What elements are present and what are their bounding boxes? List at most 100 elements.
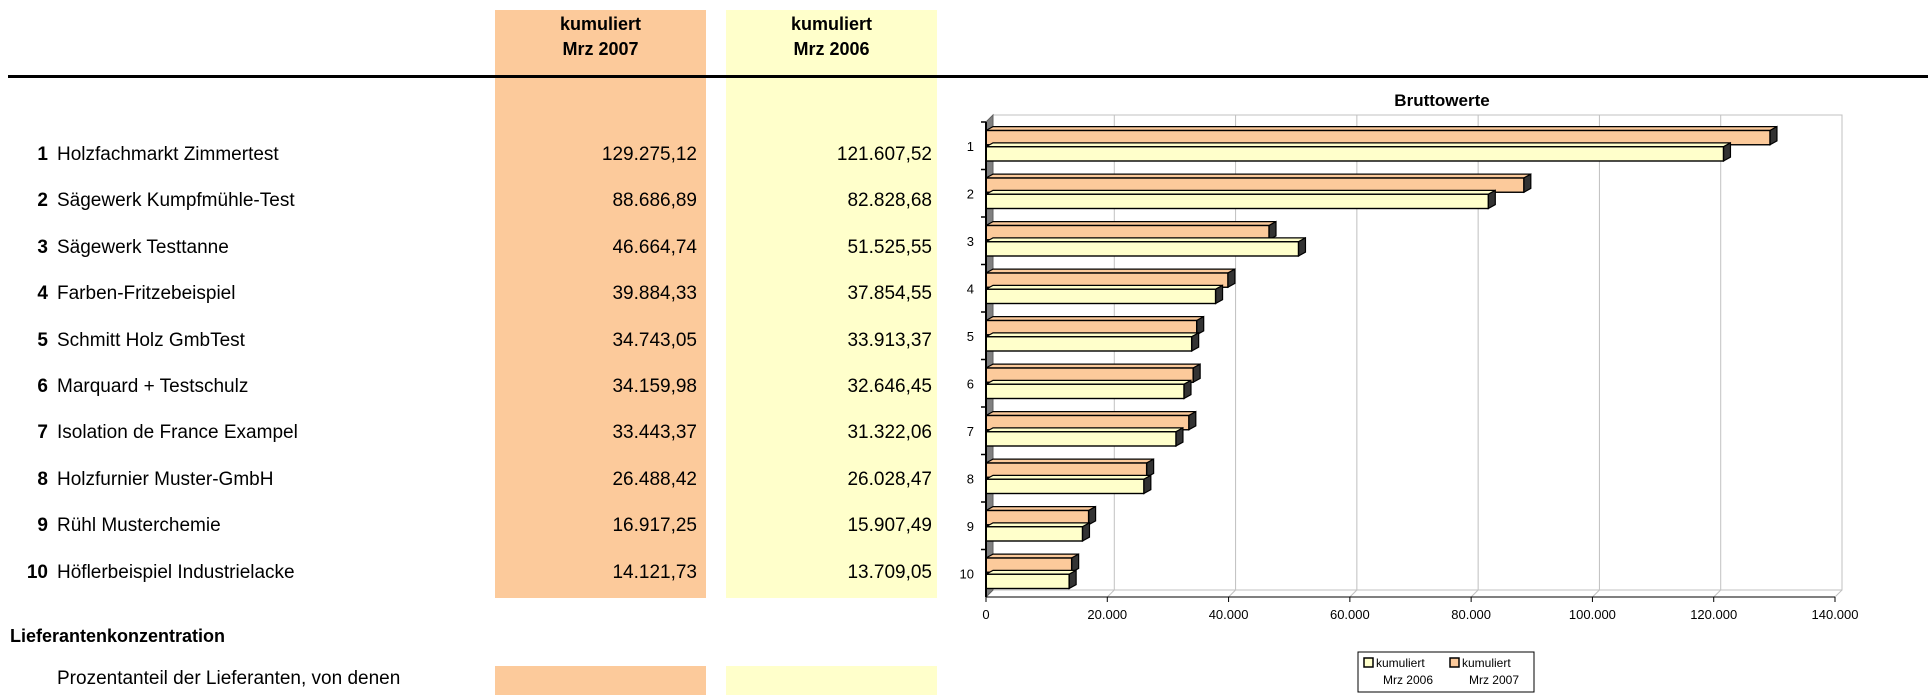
chart-gridline-floor (1592, 589, 1600, 598)
bar-front-face (985, 526, 1084, 542)
bruttowerte-chart: Bruttowerte 1 2 3 4 5 6 7 8 9 10 0 20.000 40.000 60.0… (960, 91, 1859, 693)
x-tick-label: 140.000 (1812, 607, 1859, 622)
row-value-2006: 51.525,55 (847, 237, 932, 258)
row-value-2006: 37.854,55 (847, 283, 932, 304)
bar-2006-1 (985, 141, 1732, 163)
row-value-2007: 39.884,33 (612, 283, 697, 304)
column-header-2007-line1: kumuliert (559, 14, 642, 34)
bar-2006-6 (985, 379, 1192, 400)
bar-2007-7 (985, 410, 1197, 431)
x-tick-label: 80.000 (1451, 607, 1491, 622)
row-rank: 4 (37, 283, 48, 304)
bar-2006-8 (985, 474, 1152, 495)
bar-2006-3 (985, 236, 1307, 258)
section-description: Prozentanteil der Lieferanten, von denen (57, 668, 401, 689)
row-value-2007: 34.743,05 (612, 330, 697, 351)
row-value-2006: 82.828,68 (847, 190, 932, 211)
x-tick-label: 60.000 (1330, 607, 1370, 622)
x-tick-label: 100.000 (1569, 607, 1616, 622)
bar-end-face (1523, 173, 1532, 194)
category-label: 9 (967, 519, 974, 534)
row-value-2007: 26.488,42 (612, 469, 697, 490)
row-value-2006: 15.907,49 (847, 515, 932, 536)
row-rank: 6 (37, 376, 48, 397)
row-supplier-name: Farben-Fritzebeispiel (57, 283, 236, 304)
chart-gridline-floor (1470, 589, 1479, 598)
row-rank: 7 (37, 422, 48, 443)
bar-2007-2 (985, 173, 1532, 194)
bar-front-face (985, 573, 1070, 590)
category-label: 6 (967, 376, 974, 391)
column-header-2007-line2: Mrz 2007 (562, 39, 639, 59)
bar-end-face (1722, 141, 1732, 163)
column-header-2007: kumuliert Mrz 2007 (495, 12, 706, 62)
bar-front-face (985, 193, 1489, 210)
column-header-2006-line2: Mrz 2006 (793, 39, 870, 59)
bar-end-face (1227, 268, 1236, 289)
category-label: 2 (967, 186, 974, 201)
bar-2007-9 (985, 505, 1097, 526)
row-value-2006: 31.322,06 (847, 422, 932, 443)
bar-2006-9 (985, 521, 1091, 543)
bar-front-face (985, 431, 1177, 447)
bar-end-face (1769, 125, 1778, 146)
row-value-2007: 129.275,12 (601, 144, 697, 165)
legend-label-line2: Mrz 2006 (1383, 673, 1433, 687)
legend-swatch (1363, 657, 1374, 668)
bar-end-face (1188, 410, 1197, 431)
row-rank: 10 (26, 562, 48, 583)
chart-gridline-floor (1713, 589, 1722, 598)
bar-2006-10 (985, 569, 1077, 590)
row-supplier-name: Marquard + Testschulz (57, 376, 249, 397)
column-band-2007-footer (495, 666, 706, 695)
row-supplier-name: Holzfachmarkt Zimmertest (57, 144, 279, 165)
column-header-2006: kumuliert Mrz 2006 (726, 12, 937, 62)
bar-end-face (1268, 220, 1277, 241)
bar-2007-8 (985, 458, 1155, 479)
chart-bars (985, 125, 1778, 590)
bar-front-face (985, 336, 1193, 352)
bar-front-face (985, 146, 1725, 162)
bar-end-face (1175, 426, 1184, 448)
bar-front-face (985, 478, 1145, 495)
category-label: 4 (967, 281, 974, 296)
bar-2007-10 (985, 553, 1080, 574)
row-value-2006: 13.709,05 (847, 562, 932, 583)
row-value-2006: 26.028,47 (847, 469, 932, 490)
category-label: 10 (960, 566, 974, 581)
chart-title: Bruttowerte (1394, 91, 1489, 110)
chart-gridline-floor (1834, 589, 1843, 598)
chart-axes: 1 2 3 4 5 6 7 8 9 10 0 20.000 40.000 60.000 80.000 100.… (960, 121, 1859, 622)
row-supplier-name: Rühl Musterchemie (57, 515, 221, 536)
bar-front-face (985, 383, 1185, 400)
chart-gridline-floor (1349, 589, 1358, 598)
bar-2007-5 (985, 315, 1205, 336)
chart-legend: kumuliert Mrz 2006 kumuliert Mrz 2007 (1357, 651, 1535, 693)
legend-swatch (1449, 657, 1460, 668)
row-value-2006: 33.913,37 (847, 330, 932, 351)
bar-end-face (1297, 236, 1307, 258)
x-tick-label: 0 (982, 607, 989, 622)
row-rank: 8 (37, 469, 48, 490)
legend-label-line1: kumuliert (1376, 656, 1425, 670)
bar-end-face (1081, 521, 1091, 543)
row-value-2007: 14.121,73 (612, 562, 697, 583)
row-value-2007: 16.917,25 (612, 515, 697, 536)
category-label: 8 (967, 471, 974, 486)
bar-2007-6 (985, 363, 1201, 384)
bar-2006-4 (985, 284, 1224, 305)
section-title: Lieferantenkonzentration (10, 626, 226, 646)
row-supplier-name: Sägewerk Testtanne (57, 237, 229, 258)
column-header-2006-line1: kumuliert (790, 14, 873, 34)
bar-end-face (1196, 315, 1205, 336)
bar-2006-7 (985, 426, 1184, 448)
bar-end-face (1191, 331, 1200, 353)
bar-end-face (1068, 569, 1077, 590)
x-tick-label: 20.000 (1087, 607, 1127, 622)
legend-label-line1: kumuliert (1462, 656, 1511, 670)
category-label: 7 (967, 424, 974, 439)
column-band-2006-footer (726, 666, 937, 695)
category-label: 5 (967, 329, 974, 344)
x-tick-label: 40.000 (1209, 607, 1249, 622)
x-tick-label: 120.000 (1690, 607, 1737, 622)
